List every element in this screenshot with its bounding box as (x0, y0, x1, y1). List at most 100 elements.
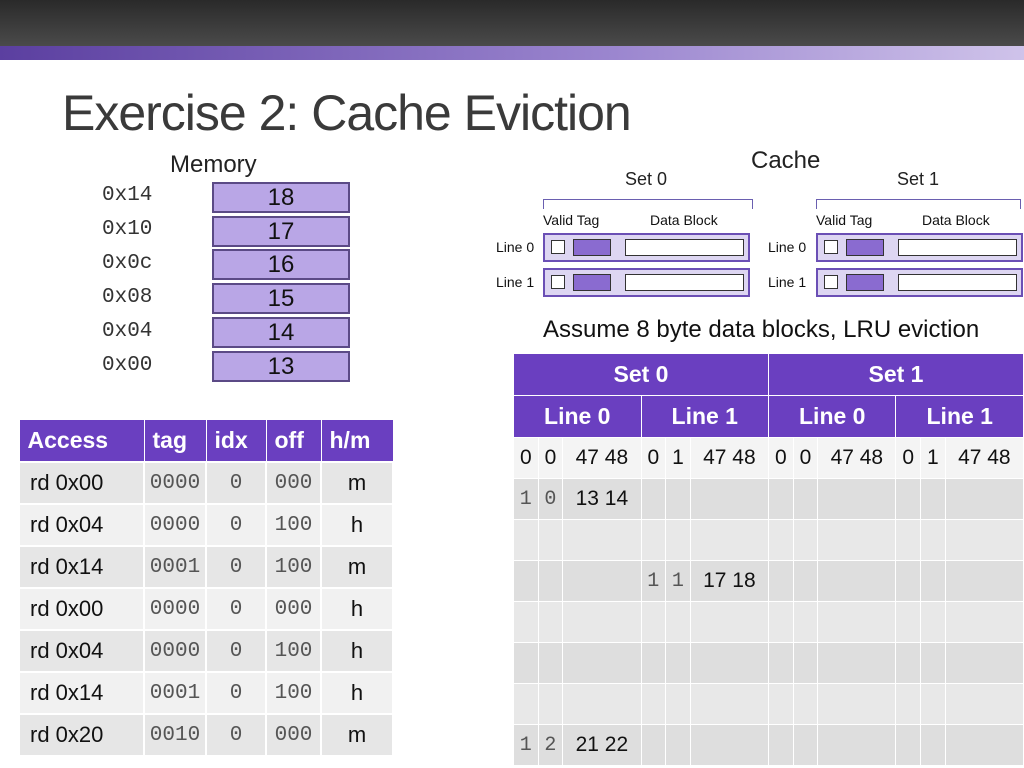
table-row (513, 519, 1024, 561)
valid-bit-box (551, 240, 565, 254)
hit-miss-cell: h (320, 503, 394, 547)
memory-address: 0x0c (102, 252, 153, 275)
access-cell: rd 0x14 (18, 671, 145, 715)
valid-tag-label: Valid Tag (543, 212, 600, 228)
memory-cell: 17 (212, 216, 350, 247)
idx-cell: 0 (205, 545, 267, 589)
memory-address: 0x00 (102, 354, 153, 377)
data-cell: 17 18 (689, 560, 770, 602)
access-cell: rd 0x00 (18, 587, 145, 631)
top-bar (0, 0, 1024, 46)
valid-cell: 1 (513, 724, 539, 766)
off-cell: 100 (265, 545, 322, 589)
hit-miss-cell: h (320, 629, 394, 673)
memory-cell: 18 (212, 182, 350, 213)
data-cell: 21 22 (562, 724, 642, 766)
cache-state-table: Set 0 Set 1 Line 0 Line 1 Line 0 Line 1 … (513, 353, 1024, 766)
access-cell: rd 0x14 (18, 545, 145, 589)
hit-miss-cell: m (320, 461, 394, 505)
valid-cell: 0 (640, 437, 667, 479)
table-row: rd 0x04 0000 0 100 h (18, 503, 394, 547)
idx-cell: 0 (205, 671, 267, 715)
memory-cell: 13 (212, 351, 350, 382)
line0-label: Line 0 (768, 239, 807, 255)
table-row: rd 0x20 0010 0 000 m (18, 713, 394, 757)
idx-cell: 0 (205, 587, 267, 631)
hit-miss-cell: m (320, 545, 394, 589)
tag-cell: 1 (665, 437, 691, 479)
tag-box (846, 274, 884, 291)
initial-state-row: 0 0 47 48 0 1 47 48 0 0 47 48 0 1 47 48 (513, 437, 1024, 479)
set-header: Set 0 (513, 353, 769, 396)
idx-cell: 0 (205, 503, 267, 547)
column-header: h/m (320, 419, 394, 463)
idx-cell: 0 (205, 713, 267, 757)
table-row: rd 0x14 0001 0 100 m (18, 545, 394, 589)
tag-cell: 0001 (143, 671, 207, 715)
memory-label: Memory (170, 151, 257, 178)
tag-cell: 0 (792, 437, 819, 479)
table-row: 1 1 17 18 (513, 560, 1024, 602)
set0-label: Set 0 (625, 169, 668, 189)
valid-cell: 0 (895, 437, 922, 479)
tag-cell: 0 (537, 437, 564, 479)
memory-address: 0x08 (102, 286, 153, 309)
off-cell: 000 (265, 587, 322, 631)
data-block-box (625, 239, 744, 256)
data-block-box (625, 274, 744, 291)
table-row (513, 601, 1024, 643)
line-header: Line 0 (767, 395, 897, 438)
valid-cell: 1 (513, 478, 539, 520)
column-header: Access (18, 419, 145, 463)
valid-bit-box (824, 275, 838, 289)
cache-line-diagram (816, 233, 1023, 262)
line0-label: Line 0 (496, 239, 535, 255)
page-title: Exercise 2: Cache Eviction (62, 85, 632, 141)
set0-bracket (543, 199, 753, 209)
idx-cell: 0 (205, 461, 267, 505)
line-header: Line 1 (640, 395, 769, 438)
hit-miss-cell: h (320, 587, 394, 631)
table-row: rd 0x00 0000 0 000 m (18, 461, 394, 505)
tag-cell: 0010 (143, 713, 207, 757)
data-block-label: Data Block (650, 212, 718, 228)
tag-cell: 1 (665, 560, 691, 602)
line-header-row: Line 0 Line 1 Line 0 Line 1 (513, 395, 1024, 438)
memory-cell: 14 (212, 317, 350, 348)
access-cell: rd 0x00 (18, 461, 145, 505)
valid-cell: 0 (513, 437, 539, 479)
line-header: Line 1 (895, 395, 1024, 438)
tag-cell: 0000 (143, 461, 207, 505)
data-block-box (898, 239, 1017, 256)
table-row: 1 0 13 14 (513, 478, 1024, 520)
data-block-box (898, 274, 1017, 291)
table-row: rd 0x00 0000 0 000 h (18, 587, 394, 631)
table-row: 1 2 21 22 (513, 724, 1024, 766)
off-cell: 100 (265, 629, 322, 673)
tag-box (573, 239, 611, 256)
memory-cell: 16 (212, 249, 350, 280)
memory-address: 0x14 (102, 184, 153, 207)
data-cell: 47 48 (689, 437, 770, 479)
memory-address: 0x04 (102, 320, 153, 343)
cache-line-diagram (816, 268, 1023, 297)
line1-label: Line 1 (496, 274, 535, 290)
data-block-label: Data Block (922, 212, 990, 228)
set1-bracket (816, 199, 1021, 209)
access-table: Access tag idx off h/m rd 0x00 0000 0 00… (18, 419, 394, 757)
tag-cell: 0000 (143, 503, 207, 547)
idx-cell: 0 (205, 629, 267, 673)
data-cell: 47 48 (562, 437, 642, 479)
tag-cell: 0001 (143, 545, 207, 589)
access-cell: rd 0x20 (18, 713, 145, 757)
access-cell: rd 0x04 (18, 629, 145, 673)
tag-cell: 1 (920, 437, 946, 479)
set-header-row: Set 0 Set 1 (513, 353, 1024, 396)
assumption-text: Assume 8 byte data blocks, LRU eviction (543, 316, 980, 343)
column-header: tag (143, 419, 207, 463)
data-cell: 47 48 (944, 437, 1024, 479)
hit-miss-cell: h (320, 671, 394, 715)
set-header: Set 1 (768, 353, 1024, 396)
table-row: rd 0x04 0000 0 100 h (18, 629, 394, 673)
tag-box (846, 239, 884, 256)
